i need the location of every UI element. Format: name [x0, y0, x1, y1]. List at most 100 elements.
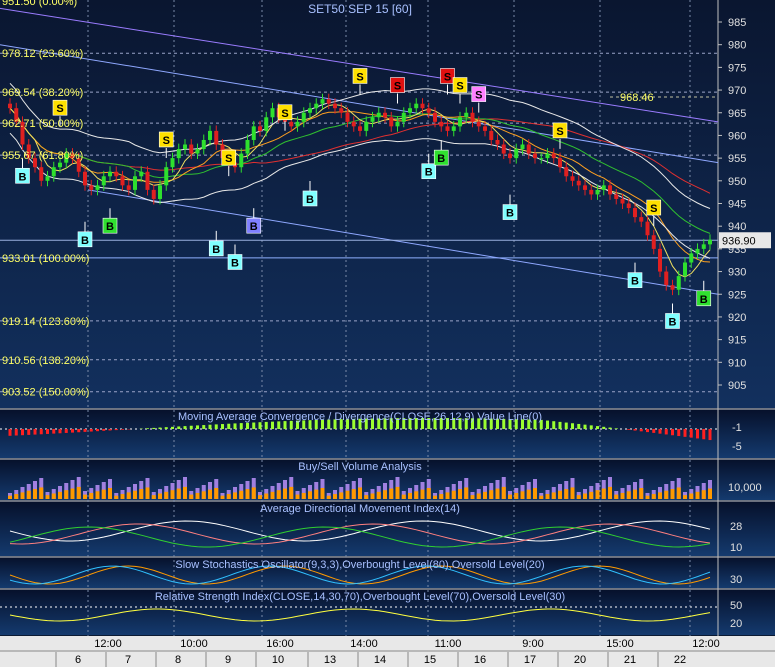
candle-body: [45, 176, 50, 181]
candle-body: [295, 121, 300, 127]
candle-body: [39, 167, 44, 181]
time-axis-day-label: 22: [674, 654, 686, 666]
candle-body: [164, 167, 169, 186]
price-tick-label: 960: [728, 130, 746, 142]
volume-bar-buy: [445, 492, 450, 499]
volume-bar-buy: [433, 495, 437, 499]
candle-body: [101, 176, 106, 186]
chart-title: SET50 SEP 15 [60]: [308, 2, 412, 16]
candle-body: [170, 158, 175, 168]
candle-body: [339, 108, 344, 113]
candle-body: [320, 99, 325, 104]
candle-body: [508, 153, 512, 159]
candle-body: [183, 144, 187, 150]
candle-body: [326, 99, 331, 104]
ma-line-orange: [9, 107, 711, 263]
candle-body: [289, 121, 294, 127]
candle-body: [545, 153, 550, 159]
volume-bar-buy: [8, 495, 12, 499]
volume-bar-buy: [514, 492, 519, 499]
volume-bar-buy: [308, 491, 312, 499]
candle-body: [126, 185, 131, 190]
signal-letter: S: [444, 71, 451, 83]
candle-body: [520, 144, 525, 150]
signal-letter: B: [250, 221, 258, 233]
volume-bar-buy: [458, 489, 462, 499]
time-axis-hour-label: 9:00: [522, 638, 543, 650]
time-axis-day-label: 13: [324, 654, 336, 666]
candle-body: [151, 189, 156, 199]
volume-bar-buy: [195, 492, 200, 499]
time-axis-day-label: 16: [474, 654, 486, 666]
rsi-panel-title: Relative Strength Index(CLOSE,14,30,70),…: [155, 591, 565, 603]
volume-bar-buy: [658, 492, 662, 499]
price-tick-label: 905: [728, 380, 746, 392]
macd-tick-label: -1: [732, 422, 742, 434]
volume-bar-buy: [320, 488, 325, 499]
volume-bar-buy: [358, 487, 362, 499]
volume-bar-buy: [145, 487, 150, 499]
candle-body: [608, 185, 612, 195]
candle-body: [108, 171, 112, 177]
candle-body: [595, 189, 600, 195]
trend-line-upper-2: [0, 44, 719, 164]
volume-bar-buy: [558, 490, 562, 499]
volume-bar-buy: [508, 494, 512, 499]
fib-level-label: 919.14 (123.60%): [2, 316, 89, 328]
buy-signal-marker: [208, 240, 224, 257]
candle-body: [314, 103, 319, 109]
candle-body: [664, 271, 669, 286]
volume-bar-buy: [608, 486, 612, 499]
volume-bar-buy: [264, 493, 269, 499]
macd-panel-title: Moving Average Convergence / Divergence(…: [178, 411, 542, 423]
candle-body: [83, 171, 87, 186]
candle-body: [464, 112, 469, 118]
candle-body: [583, 185, 587, 190]
volume-bar-buy: [520, 491, 525, 499]
volume-bar-buy: [301, 492, 306, 499]
volume-bar-buy: [695, 491, 700, 499]
volume-bar-buy: [20, 492, 25, 499]
time-axis-hour-label: 12:00: [94, 638, 122, 650]
volume-bar-buy: [376, 491, 381, 499]
candle-body: [439, 121, 444, 127]
volume-bar-buy: [476, 493, 481, 499]
volume-bar-buy: [589, 491, 594, 499]
candle-body: [120, 176, 125, 186]
volume-bar-buy: [133, 490, 137, 499]
volume-bar-buy: [51, 493, 56, 499]
candle-body: [401, 112, 406, 122]
sell-signal-marker: [277, 104, 293, 121]
volume-bar-buy: [314, 489, 319, 499]
volume-bar-buy: [539, 495, 544, 499]
candle-body: [26, 144, 31, 159]
volume-bar-buy: [426, 488, 431, 499]
candle-body: [239, 153, 244, 168]
volume-bar-buy: [126, 492, 131, 499]
signal-letter: S: [163, 135, 170, 147]
signal-letter: S: [556, 126, 563, 138]
sell-signal-marker: [440, 68, 455, 84]
volume-panel-title: Buy/Sell Volume Analysis: [298, 461, 422, 473]
time-axis-day-label: 20: [574, 654, 586, 666]
signal-letter: B: [19, 171, 27, 183]
volume-bar-buy: [439, 494, 444, 499]
candle-body: [114, 171, 119, 177]
time-axis-day-label: 7: [125, 654, 131, 666]
candle-body: [639, 217, 644, 222]
volume-bar-buy: [664, 490, 669, 499]
volume-bar-buy: [139, 489, 144, 499]
candle-body: [158, 185, 162, 199]
time-axis-hour-label: 15:00: [606, 638, 634, 650]
candle-body: [626, 203, 631, 209]
time-axis-hour-label: 10:00: [180, 638, 208, 650]
volume-bar-buy: [483, 491, 487, 499]
buy-signal-marker: [433, 149, 449, 166]
time-axis-hour-label: 14:00: [350, 638, 378, 650]
ma-line-yellow: [9, 104, 711, 278]
current-price-box: [719, 232, 771, 249]
bollinger-lower: [9, 132, 711, 259]
current-price-label: 936.90: [722, 235, 756, 247]
candle-body: [345, 112, 350, 122]
